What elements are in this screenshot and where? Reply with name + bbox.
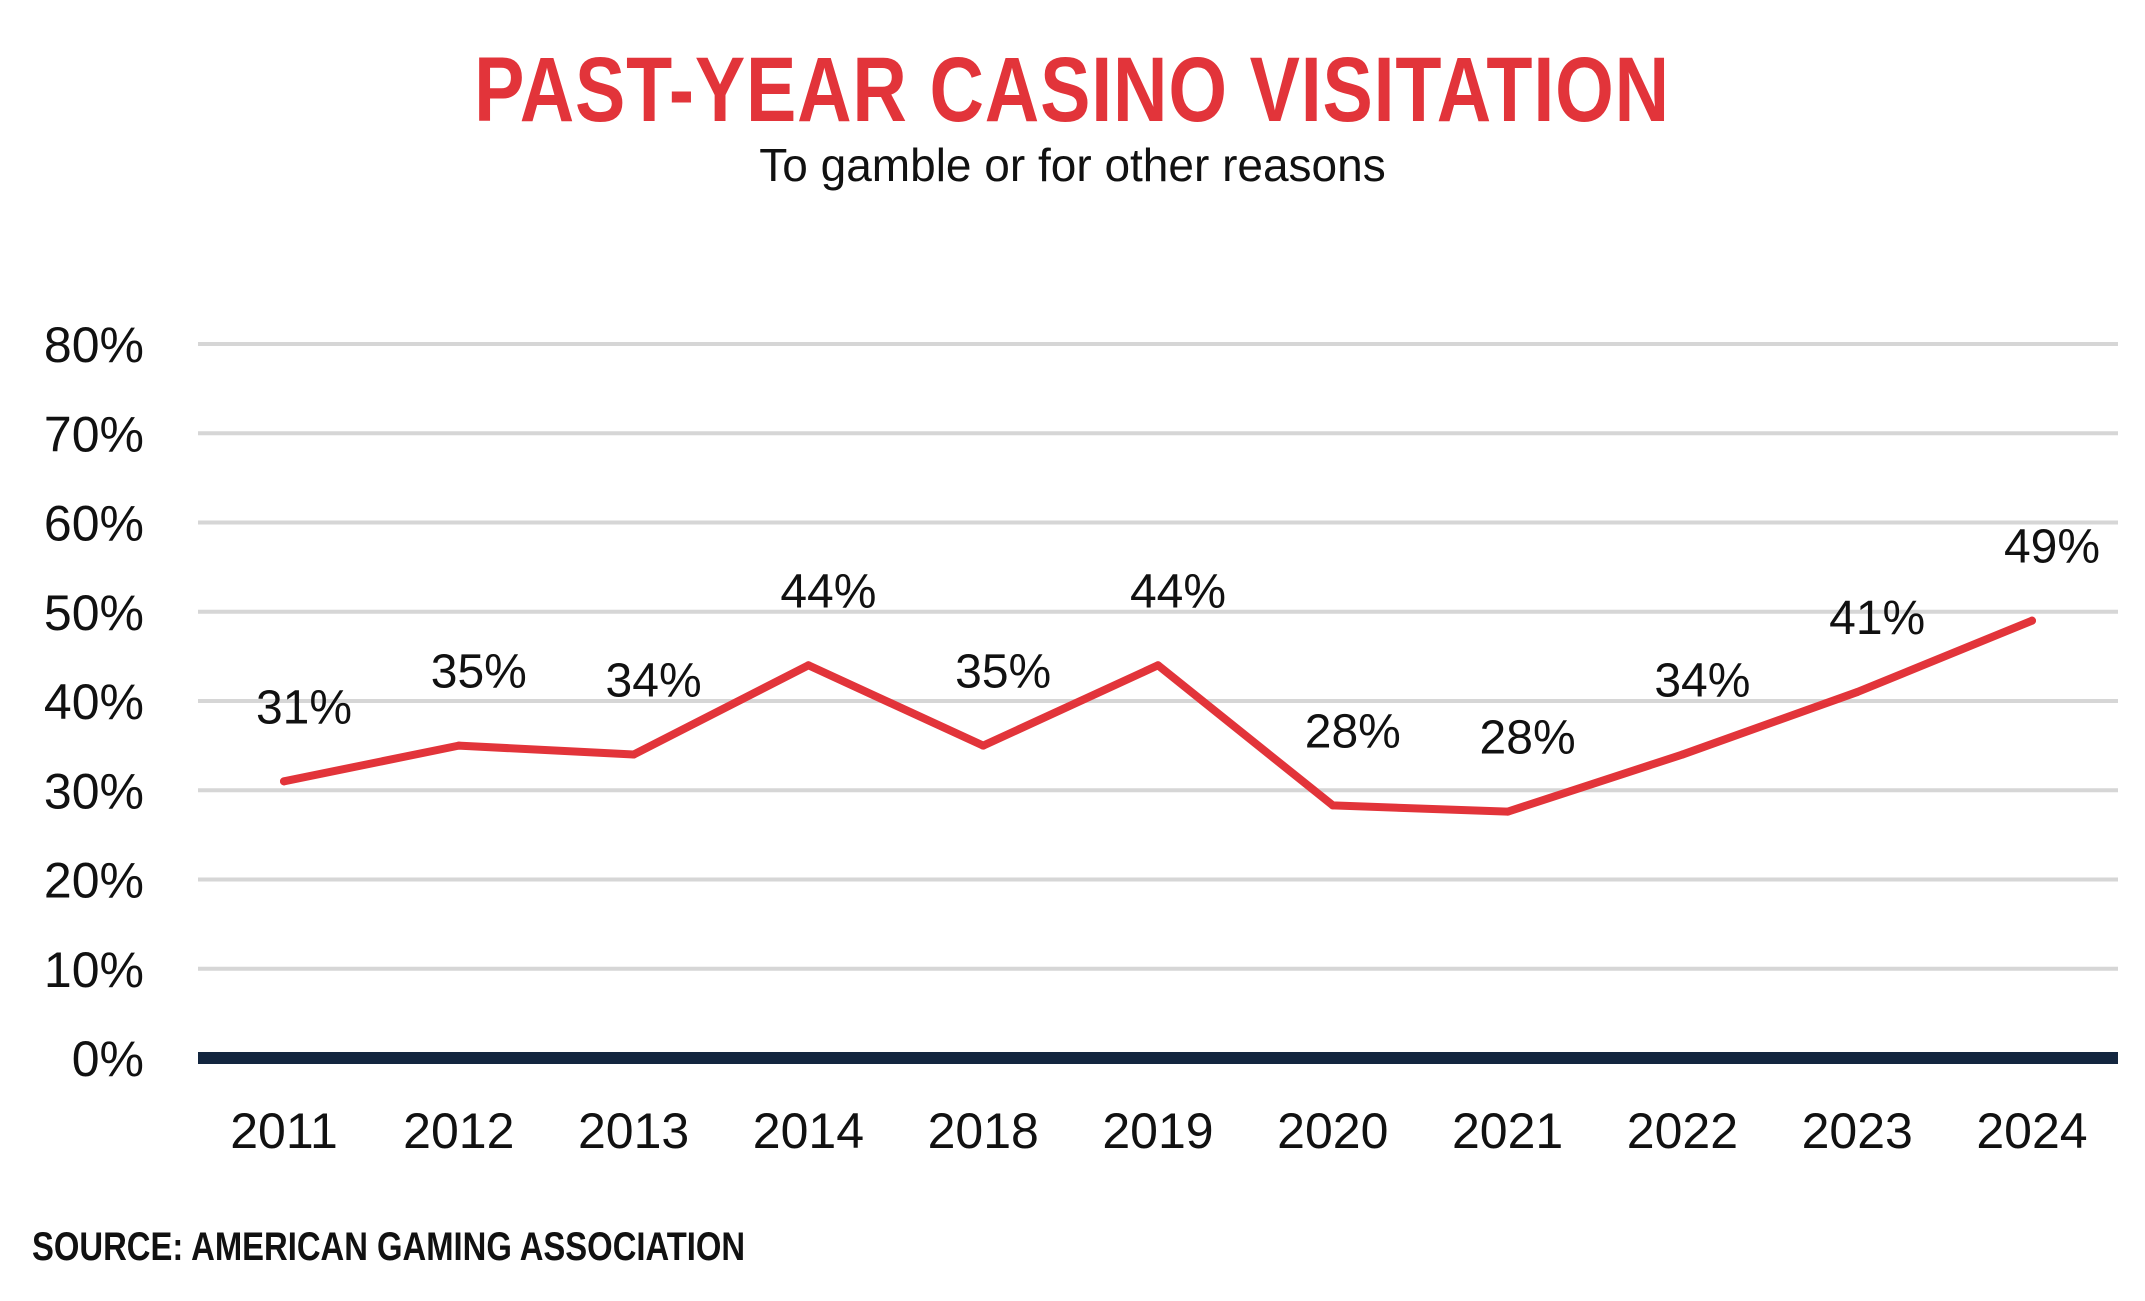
data-label: 34% xyxy=(1654,655,1750,708)
data-point xyxy=(280,777,288,786)
data-point xyxy=(629,750,638,759)
gridlines xyxy=(198,342,2118,1064)
y-tick-label: 0% xyxy=(72,1031,144,1087)
data-label: 31% xyxy=(256,681,352,734)
data-point xyxy=(1328,801,1337,810)
data-label: 34% xyxy=(606,655,702,708)
y-axis-ticks: 0% 10% 20% 30% 40% 50% 60% 70% 80% xyxy=(44,317,144,1087)
data-point xyxy=(979,741,988,750)
x-tick-label: 2020 xyxy=(1277,1103,1388,1159)
data-point xyxy=(2028,616,2036,625)
y-tick-label: 40% xyxy=(44,674,144,730)
x-tick-label: 2012 xyxy=(403,1103,514,1159)
x-tick-label: 2021 xyxy=(1452,1103,1563,1159)
chart-title: PAST-YEAR CASINO VISITATION xyxy=(474,39,1670,141)
data-label: 28% xyxy=(1305,705,1401,758)
data-label: 28% xyxy=(1480,712,1576,765)
data-labels: 31% 35% 34% 44% 35% 44% 28% 28% 34% 41% 49% xyxy=(256,521,2100,765)
data-point xyxy=(1503,807,1512,816)
data-point xyxy=(1853,688,1862,697)
data-point xyxy=(1154,661,1162,670)
x-tick-label: 2011 xyxy=(230,1103,338,1159)
data-label: 44% xyxy=(780,565,876,618)
y-tick-label: 80% xyxy=(44,317,144,373)
y-tick-label: 50% xyxy=(44,585,144,641)
data-label: 35% xyxy=(955,646,1051,699)
y-tick-label: 20% xyxy=(44,853,144,909)
x-tick-label: 2014 xyxy=(753,1103,864,1159)
x-tick-label: 2018 xyxy=(928,1103,1039,1159)
data-point xyxy=(804,661,813,670)
chart-subtitle: To gamble or for other reasons xyxy=(759,139,1386,191)
data-point xyxy=(1678,750,1687,759)
series-line xyxy=(280,616,2036,816)
x-axis-ticks: 2011 2012 2013 2014 2018 2019 2020 2021 2022 2023… xyxy=(230,1103,2087,1159)
y-tick-label: 60% xyxy=(44,496,144,552)
data-label: 49% xyxy=(2004,521,2100,574)
y-tick-label: 30% xyxy=(44,763,144,819)
x-tick-label: 2013 xyxy=(578,1103,689,1159)
x-tick-label: 2019 xyxy=(1102,1103,1213,1159)
data-label: 41% xyxy=(1829,592,1925,645)
x-tick-label: 2023 xyxy=(1802,1103,1913,1159)
source-note: SOURCE: AMERICAN GAMING ASSOCIATION xyxy=(32,1225,746,1269)
data-label: 35% xyxy=(431,646,527,699)
data-point xyxy=(454,741,463,750)
y-tick-label: 10% xyxy=(44,942,144,998)
series-group xyxy=(280,616,2036,816)
data-label: 44% xyxy=(1130,565,1226,618)
x-tick-label: 2022 xyxy=(1627,1103,1738,1159)
x-tick-label: 2024 xyxy=(1976,1103,2087,1159)
y-tick-label: 70% xyxy=(44,406,144,462)
